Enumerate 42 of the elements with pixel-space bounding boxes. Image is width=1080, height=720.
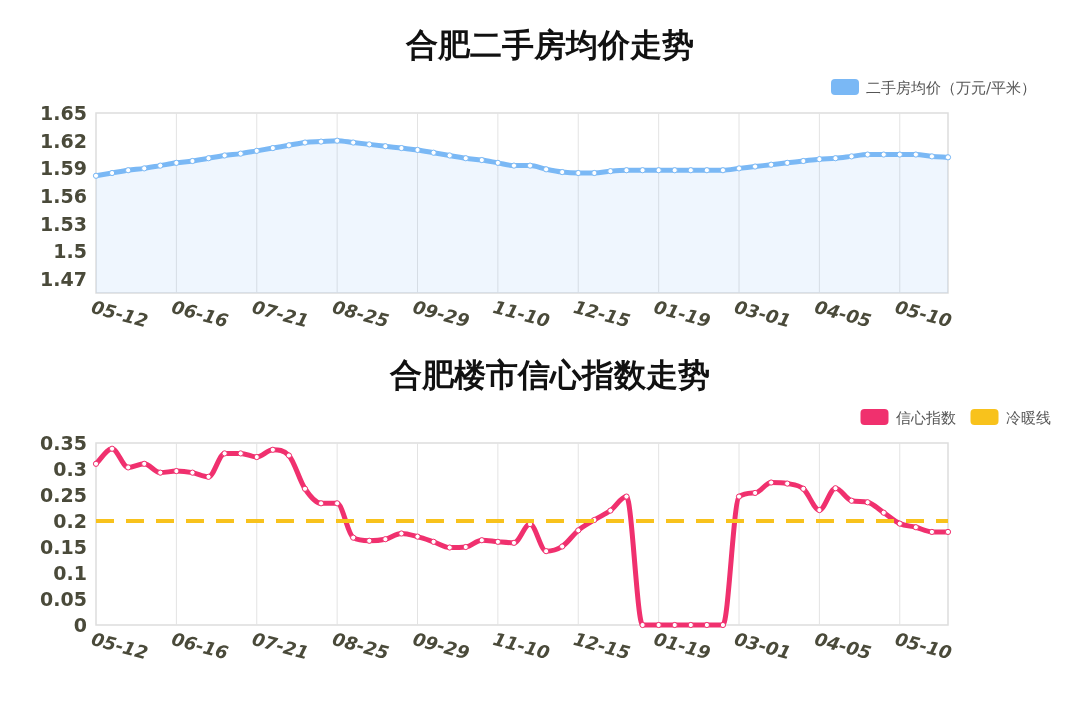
x-tick-label: 11-10: [491, 628, 553, 664]
x-tick-label: 05-12: [89, 628, 151, 664]
x-tick-label: 01-19: [651, 296, 713, 332]
y-tick-label: 1.5: [53, 240, 87, 263]
x-tick-label: 11-10: [491, 296, 553, 332]
y-tick-label: 1.65: [40, 102, 87, 124]
x-tick-label: 05-10: [892, 296, 954, 332]
x-tick-label: 09-29: [410, 296, 472, 332]
y-tick-label: 0.1: [53, 562, 87, 584]
legend-label: 信心指数: [895, 409, 956, 427]
x-tick-label: 07-21: [249, 296, 311, 332]
x-tick-label: 12-15: [571, 628, 633, 664]
y-tick-label: 1.56: [40, 185, 87, 208]
x-tick-label: 04-05: [812, 296, 874, 332]
x-tick-label: 03-01: [732, 296, 794, 332]
y-tick-label: 1.59: [40, 157, 87, 180]
y-tick-label: 1.62: [40, 129, 87, 152]
y-tick-label: 0.05: [40, 588, 87, 610]
legend-label: 冷暖线: [1005, 409, 1051, 427]
x-tick-label: 12-15: [571, 296, 633, 332]
x-tick-label: 06-16: [169, 296, 231, 332]
x-tick-label: 09-29: [410, 628, 472, 664]
x-tick-label: 03-01: [732, 628, 794, 664]
chart-title: 合肥二手房均价走势: [405, 26, 694, 64]
y-tick-label: 1.53: [40, 212, 87, 235]
y-tick-label: 0.35: [40, 432, 87, 454]
x-tick-label: 04-05: [812, 628, 874, 664]
x-tick-label: 05-10: [892, 628, 954, 664]
chart-title: 合肥楼市信心指数走势: [389, 356, 710, 394]
x-tick-label: 05-12: [89, 296, 151, 332]
y-tick-label: 0.3: [53, 458, 87, 480]
x-tick-label: 08-25: [330, 296, 392, 332]
y-tick-label: 0.15: [40, 536, 87, 558]
x-tick-label: 08-25: [330, 628, 392, 664]
y-tick-label: 0.2: [53, 510, 87, 532]
y-tick-label: 0: [73, 614, 87, 636]
x-tick-label: 06-16: [169, 628, 231, 664]
y-tick-label: 0.25: [40, 484, 87, 506]
x-tick-label: 01-19: [651, 628, 713, 664]
x-tick-label: 07-21: [249, 628, 311, 664]
legend-label: 二手房均价（万元/平米）: [866, 79, 1037, 97]
y-tick-label: 1.47: [40, 268, 87, 291]
